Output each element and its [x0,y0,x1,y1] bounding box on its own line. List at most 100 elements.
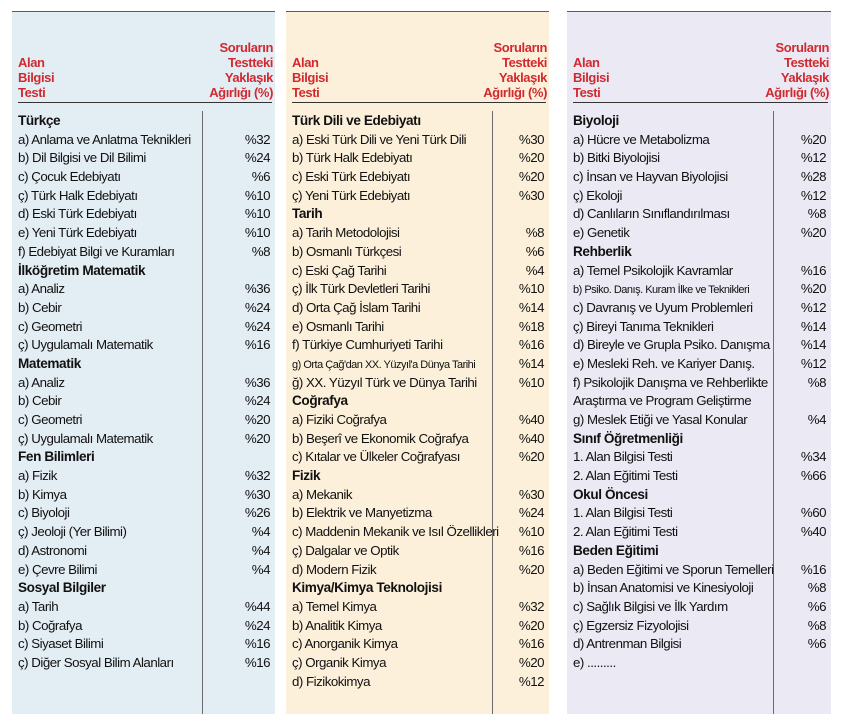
item-label: a) Beden Eğitimi ve Sporun Temelleri [573,561,774,577]
item-label: d) Antrenman Bilgisi [573,636,682,652]
column-divider [492,111,493,714]
list-item: e) Mesleki Reh. ve Kariyer Danış. %12 [573,355,828,374]
item-label: a) Anlama ve Anlatma Teknikleri [18,131,191,147]
item-label: a) Analiz [18,374,65,390]
item-weight: %44 [244,598,271,614]
item-weight: %12 [800,150,827,166]
list-item: a) Eski Türk Dili ve Yeni Türk Dili %30 [292,131,546,150]
item-weight: %4 [807,412,827,428]
item-weight: %20 [518,617,545,633]
item-weight: %26 [244,505,271,521]
item-weight: %20 [518,654,545,670]
item-weight: %36 [244,374,271,390]
item-weight: %20 [800,131,827,147]
list-item: b) Analitik Kimya %20 [292,617,546,636]
header-rule [573,102,828,103]
item-label: a) Analiz [18,281,65,297]
item-weight: %24 [518,505,545,521]
item-label: c) Eski Türk Edebiyatı [292,169,411,185]
item-weight: %20 [244,412,271,427]
item-label: b) Kimya [18,486,67,502]
list-item: e) ......... [573,654,828,673]
item-label: c) Kıtalar ve Ülkeler Coğrafyası [292,449,461,465]
list-item: b) Dil Bilgisi ve Dil Bilimi %24 [18,149,272,168]
list-item: c) Eski Türk Edebiyatı %20 [292,168,546,187]
list-item: b) Coğrafya %24 [18,617,272,636]
item-weight: %12 [800,299,827,315]
item-weight: %24 [244,393,271,409]
item-label: a) Tarih [18,598,59,614]
item-weight: %6 [525,243,545,259]
item-label: b) Beşerî ve Ekonomik Coğrafya [292,430,469,446]
item-weight: %12 [800,355,827,371]
item-label: ç) Dalgalar ve Optik [292,542,399,558]
item-label: d) Fizikokimya [292,673,370,689]
item-weight: %8 [807,206,827,222]
list-item: c) Anorganik Kimya %16 [292,635,546,654]
item-label: c) Çocuk Edebiyatı [18,169,121,185]
item-weight: %32 [244,131,271,147]
item-label: b) Analitik Kimya [292,617,382,633]
item-weight: %40 [800,524,827,540]
item-weight: %10 [518,281,545,297]
item-label: d) Eski Türk Edebiyatı [18,206,137,222]
item-label: d) Canlıların Sınıflandırılması [573,206,730,222]
list-item: c) Geometri %24 [18,318,272,337]
section-heading: Coğrafya [292,393,348,409]
item-weight: %20 [518,449,545,465]
header-left-label: Alan Bilgisi Testi [573,55,610,100]
list-item: 2. Alan Eğitimi Testi %40 [573,523,828,542]
item-weight: %10 [244,187,271,203]
item-weight: %20 [800,281,827,297]
item-weight: %40 [518,430,545,446]
item-label: b) Cebir [18,299,62,315]
section-heading: Türkçe [18,113,61,128]
item-weight: %6 [807,636,827,652]
panel-header: Alan Bilgisi Testi Soruların Testteki Ya… [12,18,275,100]
item-label: c) Anorganik Kimya [292,636,398,652]
list-item: c) Eski Çağ Tarihi %4 [292,262,546,281]
item-label: g) Orta Çağ'dan XX. Yüzyıl'a Dünya Tarih… [292,358,476,371]
item-label: c) İnsan ve Hayvan Biyolojisi [573,169,728,185]
list-item: a) Temel Kimya %32 [292,598,546,617]
list-item: ç) Egzersiz Fizyolojisi %8 [573,617,828,636]
item-weight: %16 [518,337,545,353]
item-weight: %16 [244,337,271,353]
item-weight: %8 [807,374,827,390]
list-item: e) Osmanlı Tarihi %18 [292,318,546,337]
item-label: ç) Jeoloji (Yer Bilimi) [18,524,127,540]
item-weight: %20 [518,561,545,577]
section-heading: Kimya/Kimya Teknolojisi [292,580,442,596]
list-item: ç) Uygulamalı Matematik %20 [18,430,272,449]
item-label: d) Modern Fizik [292,561,377,577]
list-item: b) Cebir %24 [18,299,272,318]
list-item: b) Psiko. Danış. Kuram İlke ve Teknikler… [573,280,828,299]
item-label: e) Çevre Bilimi [18,561,97,577]
list-item: d) Canlıların Sınıflandırılması %8 [573,205,828,224]
item-label: b) İnsan Anatomisi ve Kinesiyoloji [573,580,754,596]
item-label: c) Geometri [18,318,82,334]
panel-header: Alan Bilgisi Testi Soruların Testteki Ya… [567,18,831,100]
item-weight: %14 [518,355,545,371]
item-weight: %10 [518,524,545,540]
item-label: ğ) XX. Yüzyıl Türk ve Dünya Tarihi [292,374,477,390]
item-weight: %20 [244,430,271,446]
list-item: g) Orta Çağ'dan XX. Yüzyıl'a Dünya Tarih… [292,355,546,374]
list-item: d) Fizikokimya %12 [292,673,546,692]
list-item: b) Bitki Biyolojisi %12 [573,149,828,168]
list-item: a) Tarih %44 [18,598,272,617]
item-label: a) Hücre ve Metabolizma [573,131,710,147]
list-item: d) Antrenman Bilgisi %6 [573,635,828,654]
section-heading: Fen Bilimleri [18,449,95,465]
section-heading: Okul Öncesi [573,486,648,502]
list-item: d) Bireyle ve Grupla Psiko. Danışma %14 [573,336,828,355]
list-item: ç) Dalgalar ve Optik %16 [292,542,546,561]
item-weight: %16 [800,561,827,577]
list-item: b) İnsan Anatomisi ve Kinesiyoloji %8 [573,579,828,598]
list-item: ç) Diğer Sosyal Bilim Alanları %16 [18,654,272,673]
item-weight: %30 [518,187,545,203]
list-item: f) Edebiyat Bilgi ve Kuramları %8 [18,243,272,262]
item-weight: %24 [244,617,271,633]
item-weight: %30 [518,131,545,147]
item-label: a) Fiziki Coğrafya [292,412,387,427]
